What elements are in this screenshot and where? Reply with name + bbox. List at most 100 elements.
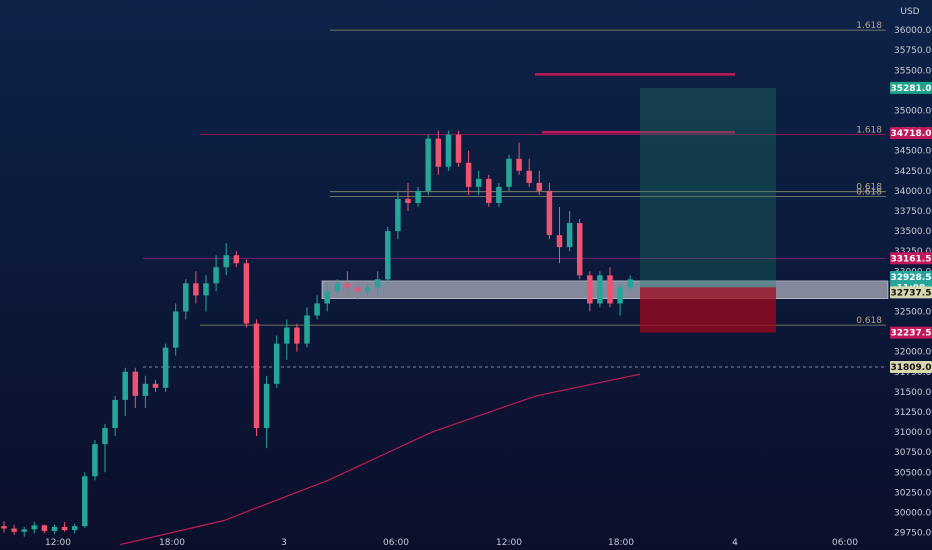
candle-body [162, 347, 169, 388]
y-tick-label: 35000.00 [894, 107, 932, 117]
price-tag [890, 271, 932, 284]
x-tick-label: 12:00 [45, 538, 71, 548]
position-stop-zone [640, 287, 776, 333]
x-tick-label: 18:00 [159, 538, 185, 548]
y-tick-label: 33750.00 [894, 207, 932, 217]
candle-body [334, 283, 341, 292]
x-tick-label: 06:00 [383, 538, 409, 548]
y-tick-label: 29750.00 [894, 529, 932, 539]
y-tick-label: 36000.00 [894, 26, 932, 36]
price-tag [890, 81, 932, 94]
candle-body [1, 526, 7, 529]
candle-body [142, 383, 149, 396]
price-tag [890, 326, 932, 339]
price-tag [890, 361, 932, 374]
price-tag [890, 286, 932, 299]
candle-body [263, 383, 270, 429]
candle-body [455, 134, 462, 163]
candle-body [11, 528, 17, 532]
y-tick-label: 34500.00 [894, 147, 932, 157]
price-tag-label: 33161.5 [891, 254, 932, 264]
y-tick-label: 32000.00 [894, 348, 932, 358]
candle-body [526, 170, 532, 183]
candle-body [61, 526, 68, 531]
candle-body [516, 158, 522, 171]
candle-body [415, 190, 421, 203]
y-tick-label: 33250.00 [894, 247, 932, 257]
moving-average-line [119, 373, 641, 546]
y-tick-label: 33500.00 [894, 227, 932, 237]
candle-body [475, 178, 482, 187]
currency-label: USD [900, 7, 919, 17]
candle-body [597, 275, 603, 304]
x-tick-label: 4 [732, 538, 738, 548]
price-tag-label: 32737.5 [891, 288, 932, 298]
price-tag-label: 35281.0 [891, 84, 932, 94]
candle-body [587, 275, 593, 304]
candle-body [112, 399, 118, 429]
candle-body [233, 255, 240, 264]
fib-level-label: 1.618 [856, 21, 882, 31]
price-tag-label: 31809.0 [891, 363, 932, 373]
y-tick-label: 31250.00 [894, 408, 932, 418]
y-tick-label: 34000.00 [894, 187, 932, 197]
candle-body [617, 287, 623, 304]
candle-body [506, 158, 512, 187]
y-tick-label: 35750.00 [894, 46, 932, 56]
price-tag-label: 34718.0 [891, 129, 932, 139]
candle-body [51, 526, 58, 531]
y-tick-label: 31000.00 [894, 428, 932, 438]
candle-body [304, 315, 310, 344]
candle-body [546, 190, 553, 236]
candle-body [152, 383, 159, 388]
candle-body [172, 311, 179, 348]
candle-body [465, 162, 472, 187]
candle-body [243, 263, 250, 324]
candle-body [223, 255, 229, 268]
candle-body [122, 371, 128, 400]
candle-body [576, 223, 583, 276]
candle-body [486, 178, 492, 203]
x-tick-label: 12:00 [496, 538, 522, 548]
candle-body [556, 235, 563, 248]
candle-body [344, 283, 351, 288]
x-tick-label: 18:00 [608, 538, 634, 548]
candle-body [627, 279, 633, 288]
fib-level-label: 0.618 [856, 316, 882, 326]
candle-body [92, 444, 98, 477]
candle-body [183, 283, 189, 312]
fib-level-label: 0.618 [856, 183, 882, 193]
x-tick-label: 06:00 [832, 538, 858, 548]
candle-body [253, 323, 260, 429]
candle-body [496, 186, 502, 203]
x-tick-label: 3 [281, 538, 287, 548]
candle-body [21, 529, 27, 532]
position-profit-zone [640, 87, 776, 288]
candle-body [364, 287, 371, 292]
price-tag-label: 32928.5 [891, 273, 932, 283]
y-tick-label: 32500.00 [894, 307, 932, 317]
y-tick-label: 30750.00 [894, 448, 932, 458]
price-tag [890, 252, 932, 265]
support-zone [321, 280, 889, 299]
candle-body [536, 182, 543, 191]
candle-body [294, 327, 300, 344]
candle-body [395, 198, 401, 232]
candle-body [213, 267, 219, 284]
price-tag-label: 32237.5 [891, 329, 932, 339]
candle-body [405, 198, 411, 203]
y-tick-label: 34250.00 [894, 167, 932, 177]
candle-body [374, 279, 381, 288]
candle-body [284, 327, 290, 344]
candle-body [445, 134, 452, 167]
y-tick-label: 30500.00 [894, 468, 932, 478]
candle-body [82, 476, 88, 527]
candle-body [132, 371, 139, 396]
y-tick-label: 31500.00 [894, 388, 932, 398]
candle-body [273, 343, 280, 384]
candle-body [435, 138, 442, 167]
candle-body [566, 223, 573, 248]
fib-level-label: 1.618 [856, 126, 882, 136]
